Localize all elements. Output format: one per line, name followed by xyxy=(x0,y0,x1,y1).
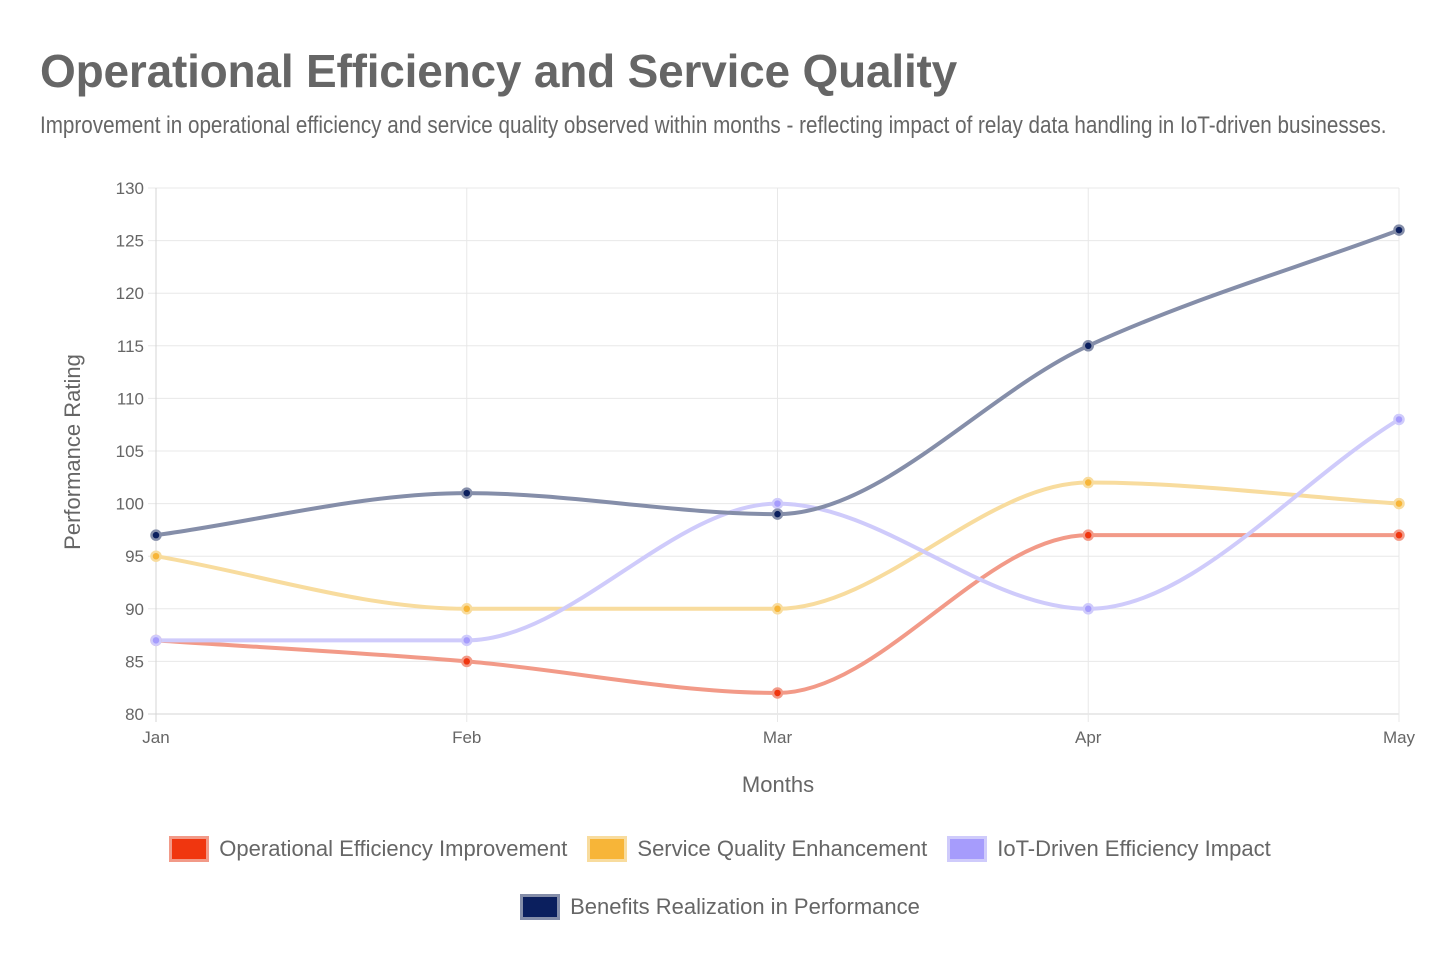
data-point[interactable] xyxy=(771,508,784,520)
x-axis-ticks: Jan Feb Mar Apr May xyxy=(142,728,1415,747)
data-point[interactable] xyxy=(1082,476,1094,489)
legend-swatch xyxy=(587,836,628,862)
x-tick-label: Feb xyxy=(452,728,481,747)
data-point[interactable] xyxy=(1393,224,1405,236)
y-tick-label: 95 xyxy=(125,547,144,566)
data-point[interactable] xyxy=(461,603,473,615)
y-tick-label: 80 xyxy=(125,705,144,724)
y-tick-label: 125 xyxy=(116,232,144,251)
y-tick-label: 120 xyxy=(116,284,144,303)
chart-legend: Operational Efficiency Improvement Servic… xyxy=(0,834,1440,922)
legend-swatch xyxy=(520,894,561,920)
data-point[interactable] xyxy=(771,687,784,699)
data-point[interactable] xyxy=(150,634,162,647)
y-tick-label: 130 xyxy=(116,179,144,198)
x-tick-label: Apr xyxy=(1075,728,1102,747)
data-point[interactable] xyxy=(150,529,162,541)
y-tick-label: 90 xyxy=(125,600,144,619)
legend-label: IoT-Driven Efficiency Impact xyxy=(997,836,1271,861)
chart-title: Operational Efficiency and Service Quali… xyxy=(40,45,958,97)
y-tick-label: 110 xyxy=(117,389,144,408)
legend-item[interactable]: Operational Efficiency Improvement xyxy=(169,834,567,864)
legend-label: Operational Efficiency Improvement xyxy=(219,836,568,861)
legend-item[interactable]: IoT-Driven Efficiency Impact xyxy=(947,834,1271,864)
data-point[interactable] xyxy=(1393,497,1405,510)
y-axis-ticks: 80 85 90 95 100 105 110 115 120 125 130 xyxy=(116,179,144,724)
legend-swatch xyxy=(169,836,210,862)
chart-subtitle: Improvement in operational efficiency an… xyxy=(40,112,1387,139)
data-point[interactable] xyxy=(461,634,473,647)
data-point[interactable] xyxy=(461,487,473,499)
series-line-4 xyxy=(154,228,1401,538)
x-tick-label: Mar xyxy=(763,728,793,747)
y-tick-label: 115 xyxy=(117,337,144,356)
legend-item[interactable]: Service Quality Enhancement xyxy=(587,834,927,864)
data-point[interactable] xyxy=(1082,529,1094,541)
x-axis-title: Months xyxy=(742,772,814,797)
data-point[interactable] xyxy=(771,603,784,615)
legend-item[interactable]: Benefits Realization in Performance xyxy=(520,892,920,922)
legend-swatch xyxy=(947,836,988,862)
x-tick-label: May xyxy=(1383,728,1416,747)
data-point[interactable] xyxy=(1082,340,1094,352)
data-point[interactable] xyxy=(1393,413,1405,426)
y-tick-label: 105 xyxy=(116,442,144,461)
data-point[interactable] xyxy=(461,655,473,668)
line-chart: 80 85 90 95 100 105 110 115 120 125 130 Jan Feb Mar A… xyxy=(60,179,1416,797)
data-point[interactable] xyxy=(1082,603,1094,615)
y-axis-title: Performance Rating xyxy=(60,354,85,550)
data-point[interactable] xyxy=(1393,529,1405,541)
series-points xyxy=(150,224,1405,699)
y-tick-label: 85 xyxy=(125,652,144,671)
data-point[interactable] xyxy=(150,550,162,562)
y-tick-label: 100 xyxy=(116,495,144,514)
x-tick-label: Jan xyxy=(142,728,169,747)
legend-label: Benefits Realization in Performance xyxy=(570,894,920,919)
legend-label: Service Quality Enhancement xyxy=(637,836,928,861)
data-point[interactable] xyxy=(771,497,784,510)
